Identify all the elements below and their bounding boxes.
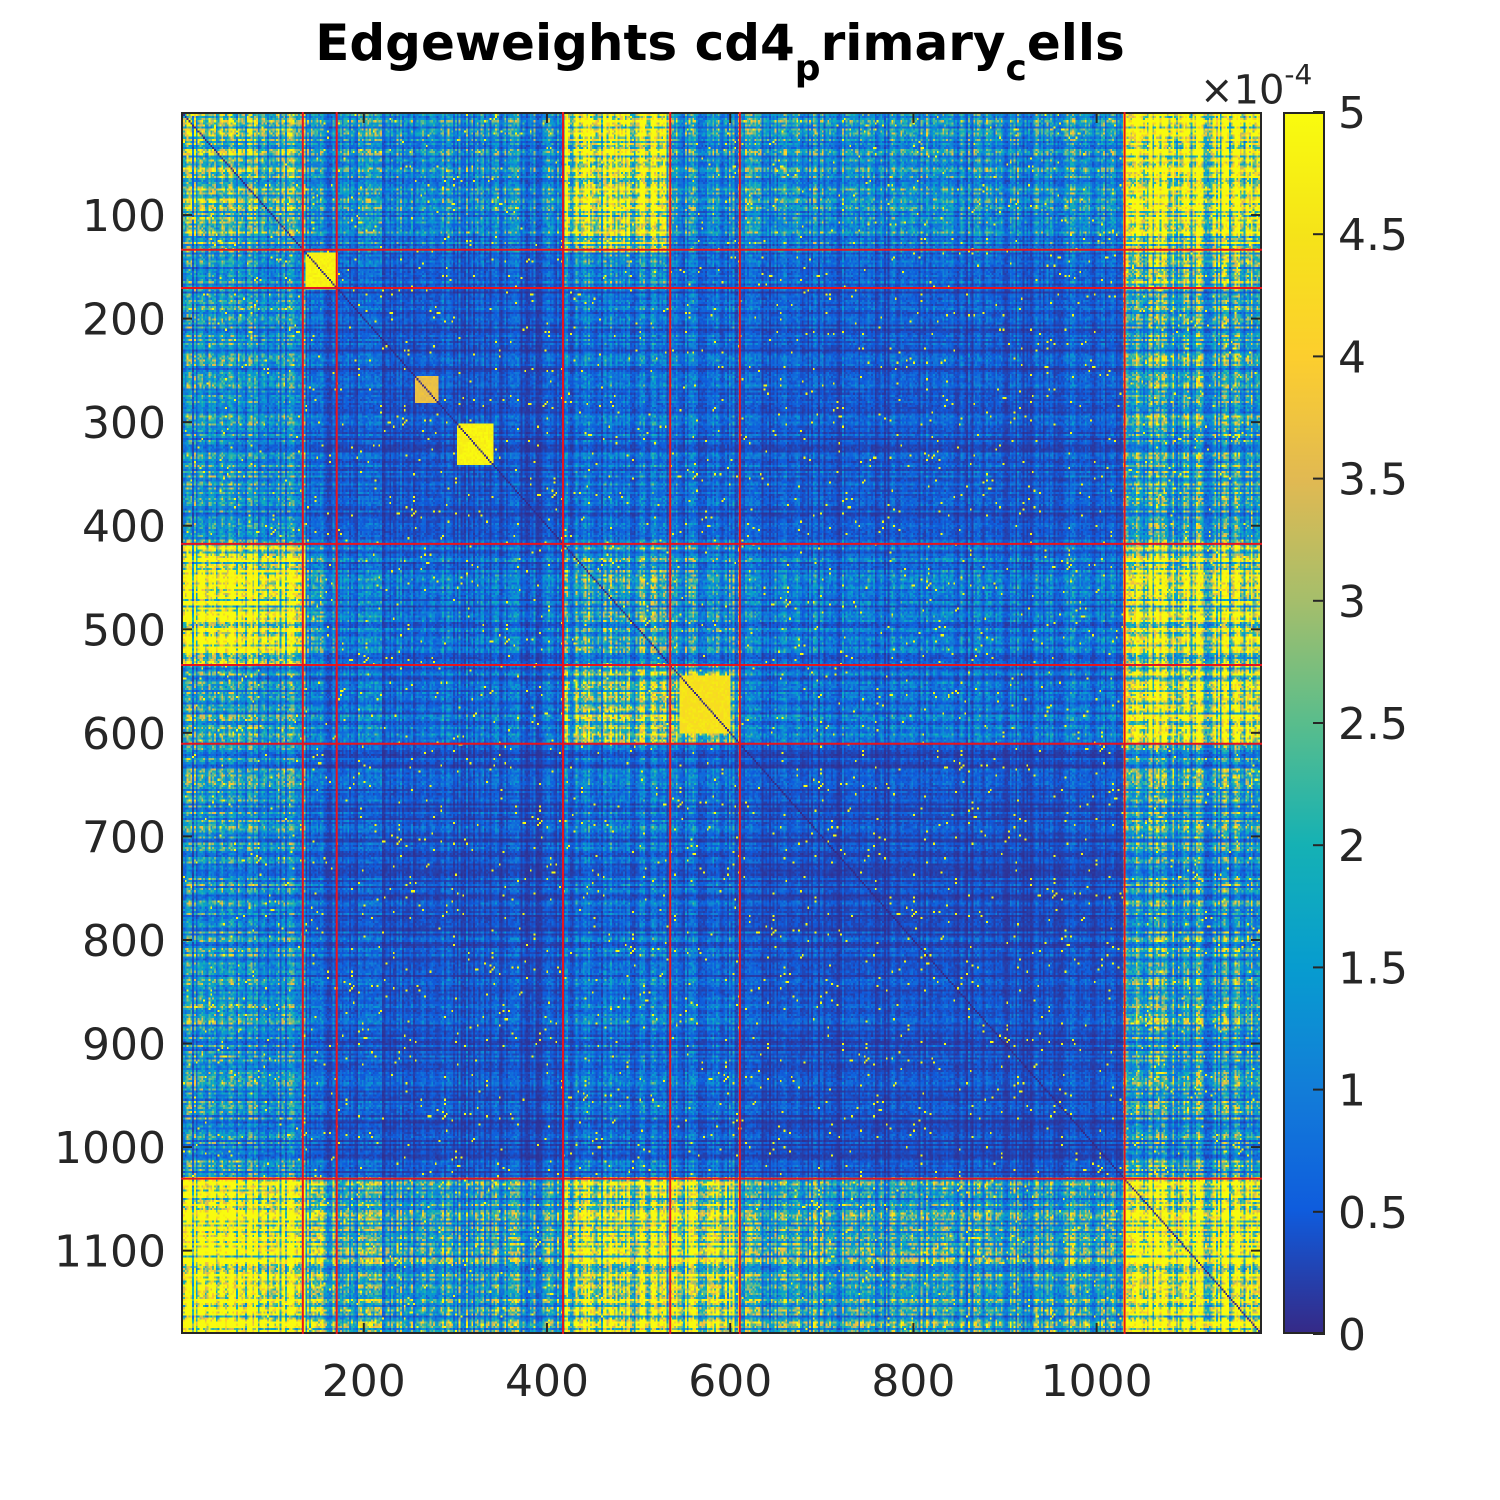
y-tick-label: 1000 (54, 1123, 166, 1174)
colorbar-tick-label: 0 (1338, 1310, 1366, 1361)
colorbar-tick-label: 4.5 (1338, 210, 1408, 261)
colorbar-tick-label: 5 (1338, 88, 1366, 139)
colorbar-tick-label: 3 (1338, 577, 1366, 628)
y-tick-label: 1100 (54, 1227, 166, 1278)
colorbar-tick-label: 2 (1338, 821, 1366, 872)
title-subscript: p (794, 47, 821, 89)
title-part: rimary (820, 14, 1006, 72)
x-tick-label: 1000 (1041, 1356, 1153, 1407)
colorbar (1283, 112, 1325, 1334)
colorbar-axis: 0 0.5 1 1.5 2 2.5 3 3.5 4 4.5 5 (1313, 88, 1408, 1361)
colorbar-exponent: ×10-4 (1200, 58, 1312, 114)
y-tick-label: 200 (82, 295, 166, 346)
y-tick-label: 300 (82, 398, 166, 449)
title-part: Edgeweights cd4 (315, 14, 795, 72)
title-subscript: c (1005, 47, 1027, 89)
colorbar-tick-label: 1 (1338, 1066, 1366, 1117)
heatmap-image (183, 114, 1260, 1332)
x-tick-label: 200 (322, 1356, 406, 1407)
y-tick-label: 900 (82, 1020, 166, 1071)
y-tick-label: 800 (82, 916, 166, 967)
colorbar-tick-label: 3.5 (1338, 455, 1408, 506)
colorbar-tick-label: 1.5 (1338, 943, 1408, 994)
y-tick-label: 700 (82, 812, 166, 863)
colorbar-tick-label: 0.5 (1338, 1188, 1408, 1239)
x-tick-label: 600 (688, 1356, 772, 1407)
x-tick-label: 800 (871, 1356, 955, 1407)
y-tick-label: 500 (82, 605, 166, 656)
y-tick-label: 600 (82, 709, 166, 760)
colorbar-tick-label: 2.5 (1338, 699, 1408, 750)
colorbar-exponent-power: -4 (1284, 58, 1313, 91)
heatmap-axes (181, 112, 1262, 1334)
y-tick-label: 400 (82, 502, 166, 553)
x-tick-label: 400 (505, 1356, 589, 1407)
title-part: ells (1026, 14, 1125, 72)
colorbar-exponent-base: ×10 (1200, 67, 1285, 114)
colorbar-tick-label: 4 (1338, 332, 1366, 383)
y-tick-label: 100 (82, 191, 166, 242)
chart-title: Edgeweights cd4primarycells (0, 14, 1440, 89)
